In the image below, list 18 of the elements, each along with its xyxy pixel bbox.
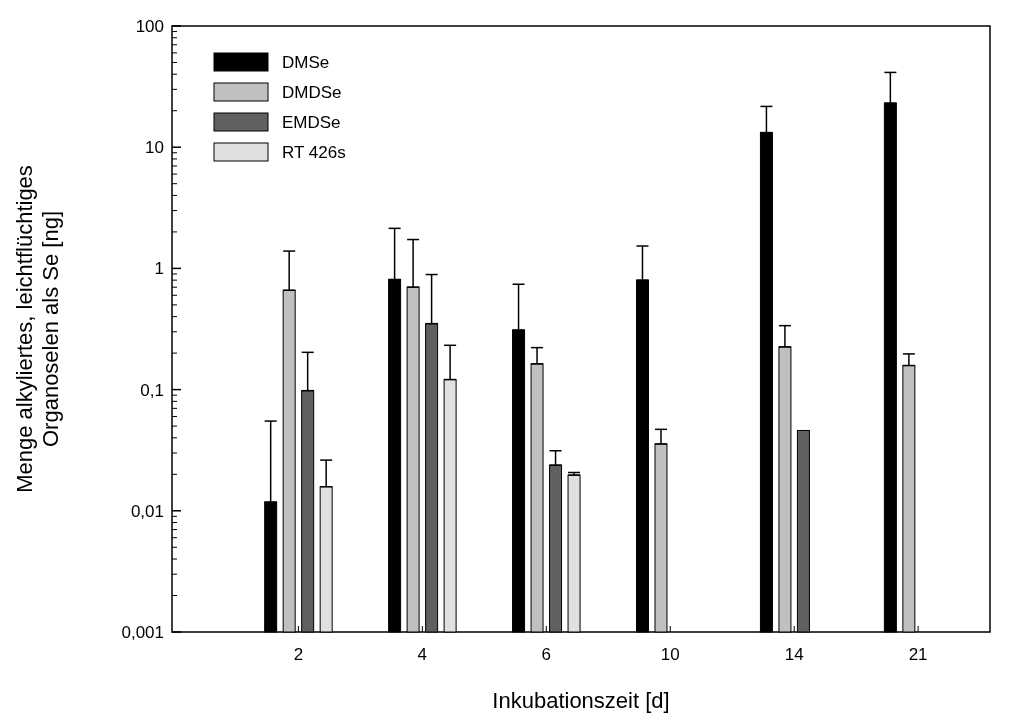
y-tick-label: 10 bbox=[145, 138, 164, 158]
x-tick-label: 6 bbox=[541, 645, 552, 664]
legend-label: RT 426s bbox=[282, 142, 346, 162]
x-axis-title: Inkubationszeit [d] bbox=[492, 688, 670, 713]
y-tick-label: 0,1 bbox=[140, 380, 164, 400]
x-tick-label: 14 bbox=[784, 645, 804, 664]
x-tick-label: 2 bbox=[293, 645, 304, 664]
x-tick-label: 21 bbox=[908, 645, 928, 664]
legend-label: DMDSe bbox=[282, 82, 342, 102]
x-tick-label: 4 bbox=[417, 645, 428, 664]
x-tick-label: 10 bbox=[660, 645, 680, 664]
legend-label: DMSe bbox=[282, 52, 330, 72]
y-tick-label: 1 bbox=[154, 259, 164, 279]
y-tick-label: 0,01 bbox=[130, 501, 164, 521]
y-tick-label: 100 bbox=[135, 16, 164, 36]
y-tick-label: 0,001 bbox=[121, 622, 164, 642]
y-axis-title: Menge alkyliertes, leichtflüchtiges Organoselen als Se [ng] bbox=[12, 165, 63, 493]
legend-label: EMDSe bbox=[282, 112, 341, 132]
